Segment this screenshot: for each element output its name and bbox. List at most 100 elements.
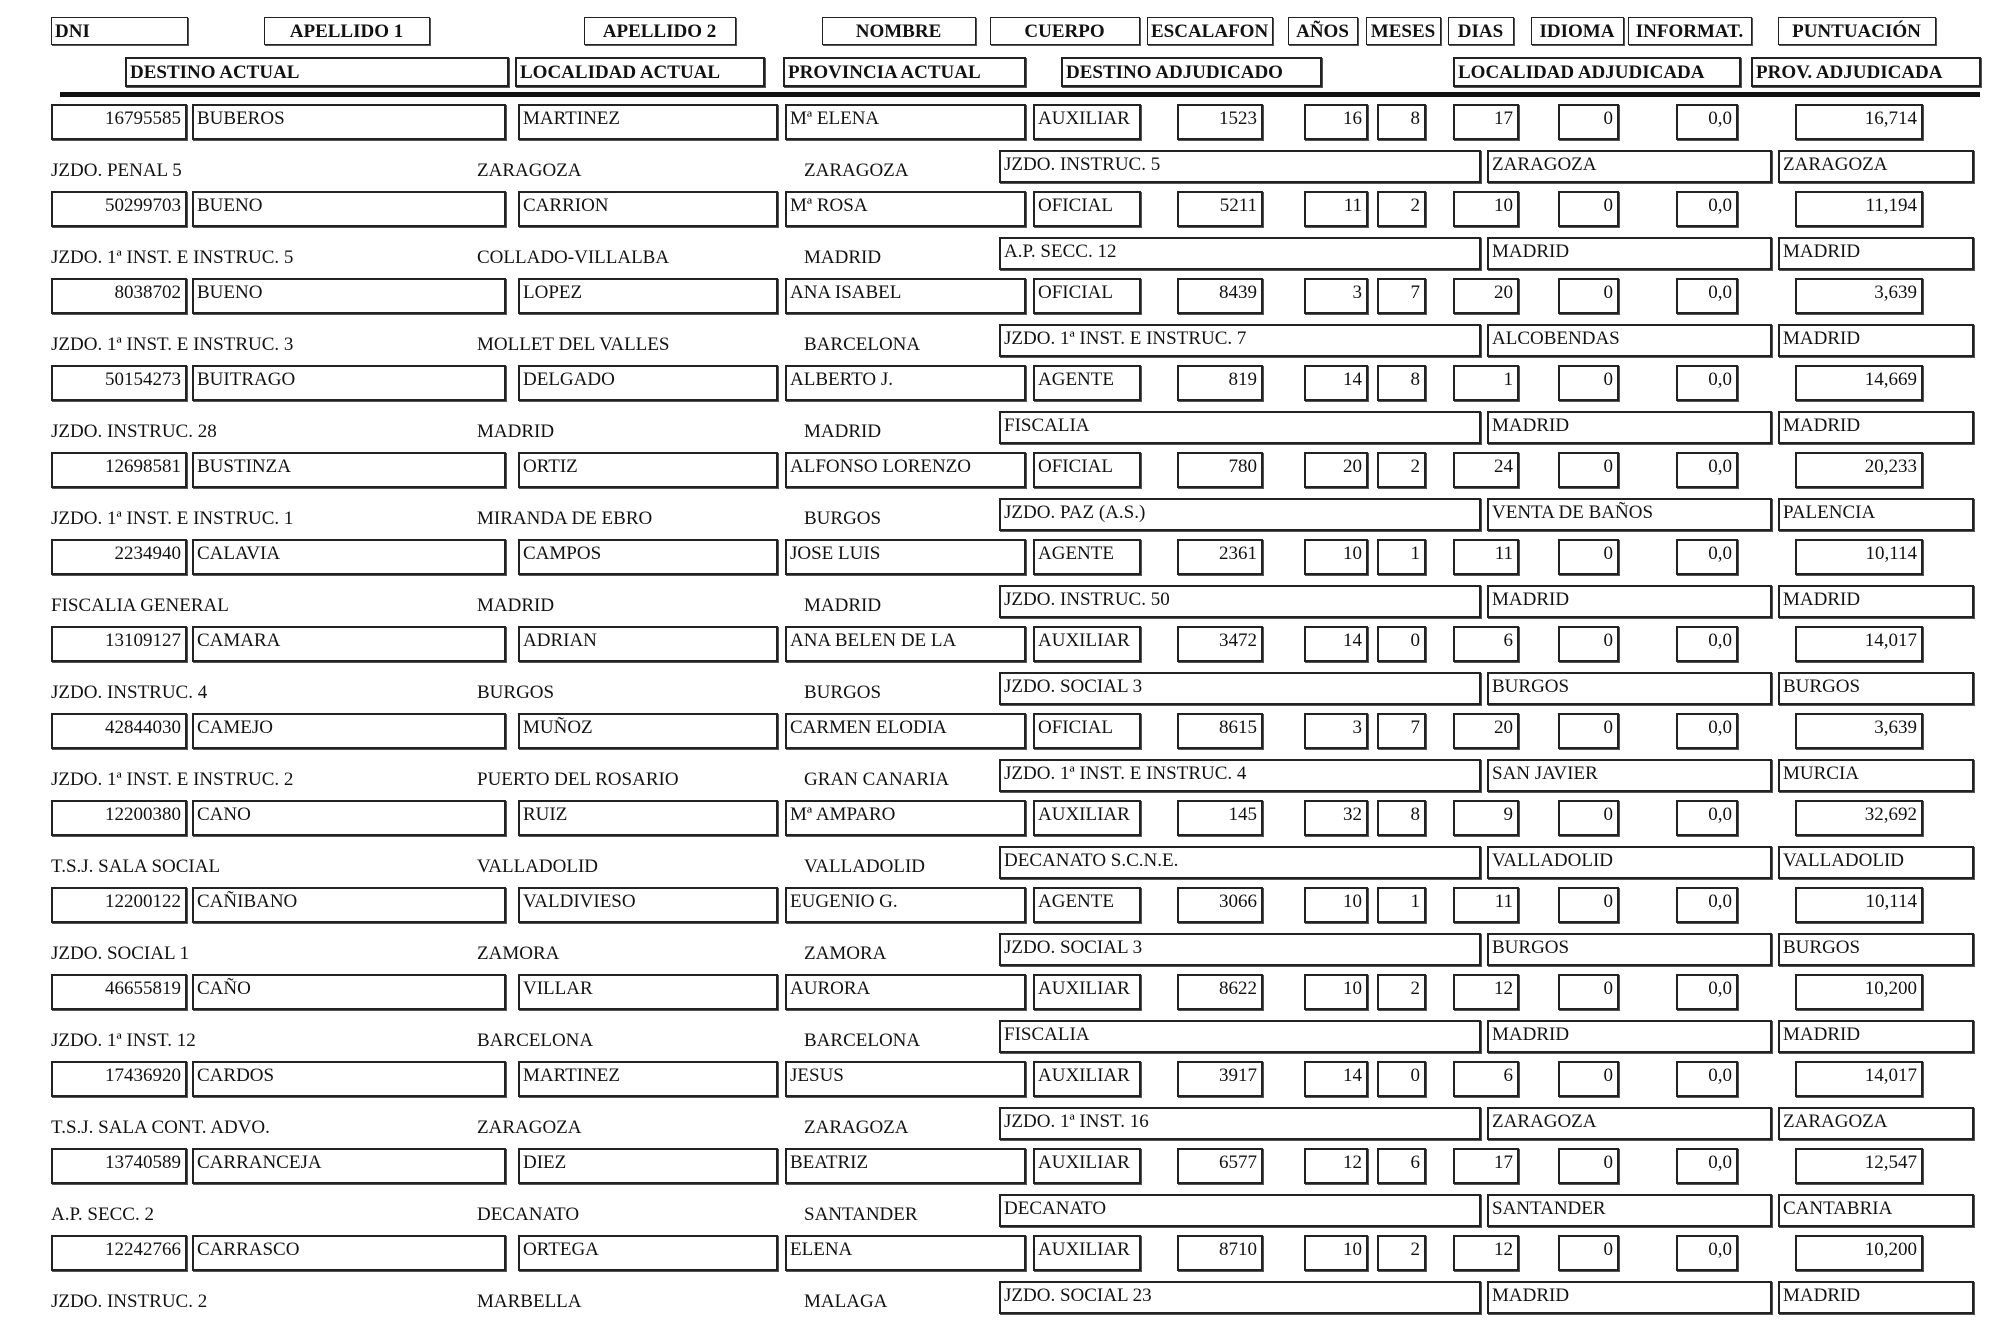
column-header: DIAS xyxy=(1448,17,1514,45)
record-prov-adjudicada: MURCIA xyxy=(1778,759,1974,792)
record-informat: 0,0 xyxy=(1676,278,1738,314)
record-escalafon: 8710 xyxy=(1177,1235,1263,1271)
record-localidad-actual: BARCELONA xyxy=(477,1030,594,1051)
record-meses: 0 xyxy=(1377,626,1426,662)
record-apellido2: CARRION xyxy=(518,191,778,227)
record-destino-adjudicado: JZDO. INSTRUC. 5 xyxy=(999,150,1481,183)
record-apellido2: MARTINEZ xyxy=(518,1061,778,1097)
record-destino-adjudicado: JZDO. 1ª INST. E INSTRUC. 4 xyxy=(999,759,1481,792)
record-escalafon: 8622 xyxy=(1177,974,1263,1010)
column-header: PROV. ADJUDICADA xyxy=(1751,57,1981,87)
record-idioma: 0 xyxy=(1558,1235,1619,1271)
record-anos: 14 xyxy=(1304,365,1368,401)
record-localidad-actual: VALLADOLID xyxy=(477,856,599,877)
record-meses: 2 xyxy=(1377,974,1426,1010)
record-dni: 13109127 xyxy=(51,626,187,662)
record-destino-adjudicado: A.P. SECC. 12 xyxy=(999,237,1481,270)
record-informat: 0,0 xyxy=(1676,1148,1738,1184)
record-nombre: JESUS xyxy=(785,1061,1026,1097)
record-destino-actual: JZDO. INSTRUC. 2 xyxy=(51,1291,208,1312)
record-anos: 10 xyxy=(1304,887,1368,923)
record-destino-adjudicado: FISCALIA xyxy=(999,1020,1481,1053)
record-dni: 12200380 xyxy=(51,800,187,836)
record-cuerpo: OFICIAL xyxy=(1033,278,1141,314)
record-cuerpo: AGENTE xyxy=(1033,365,1141,401)
record-meses: 0 xyxy=(1377,1061,1426,1097)
record-anos: 11 xyxy=(1304,191,1368,227)
record-destino-actual: JZDO. 1ª INST. E INSTRUC. 1 xyxy=(51,508,294,529)
record-informat: 0,0 xyxy=(1676,974,1738,1010)
record-provincia-actual: ZAMORA xyxy=(804,943,887,964)
record-apellido1: BUENO xyxy=(192,278,506,314)
column-header: DESTINO ACTUAL xyxy=(125,57,509,87)
record-meses: 7 xyxy=(1377,713,1426,749)
column-header: MESES xyxy=(1366,17,1441,45)
record-apellido1: CAMEJO xyxy=(192,713,506,749)
record-escalafon: 3917 xyxy=(1177,1061,1263,1097)
record-nombre: Mª AMPARO xyxy=(785,800,1026,836)
record-puntuacion: 16,714 xyxy=(1795,104,1923,140)
record-meses: 6 xyxy=(1377,1148,1426,1184)
record-dni: 50299703 xyxy=(51,191,187,227)
record-escalafon: 145 xyxy=(1177,800,1263,836)
record-dias: 10 xyxy=(1453,191,1519,227)
record-nombre: Mª ROSA xyxy=(785,191,1026,227)
record-nombre: ALFONSO LORENZO xyxy=(785,452,1026,488)
record-dias: 11 xyxy=(1453,887,1519,923)
record-provincia-actual: BURGOS xyxy=(804,682,882,703)
record-localidad-adjudicada: MADRID xyxy=(1487,1281,1772,1314)
record-dias: 20 xyxy=(1453,278,1519,314)
record-anos: 10 xyxy=(1304,539,1368,575)
record-apellido2: VALDIVIESO xyxy=(518,887,778,923)
record-nombre: ALBERTO J. xyxy=(785,365,1026,401)
record-dias: 12 xyxy=(1453,974,1519,1010)
record-localidad-adjudicada: MADRID xyxy=(1487,237,1772,270)
record-puntuacion: 20,233 xyxy=(1795,452,1923,488)
record-dias: 1 xyxy=(1453,365,1519,401)
record-puntuacion: 10,114 xyxy=(1795,539,1923,575)
record-idioma: 0 xyxy=(1558,1148,1619,1184)
record-informat: 0,0 xyxy=(1676,104,1738,140)
record-apellido2: MARTINEZ xyxy=(518,104,778,140)
record-destino-actual: T.S.J. SALA CONT. ADVO. xyxy=(51,1117,270,1138)
column-header: PROVINCIA ACTUAL xyxy=(783,57,1026,87)
column-header: INFORMAT. xyxy=(1628,17,1752,45)
record-provincia-actual: MADRID xyxy=(804,421,882,442)
record-escalafon: 6577 xyxy=(1177,1148,1263,1184)
record-provincia-actual: VALLADOLID xyxy=(804,856,926,877)
record-dni: 50154273 xyxy=(51,365,187,401)
record-idioma: 0 xyxy=(1558,713,1619,749)
record-localidad-adjudicada: SAN JAVIER xyxy=(1487,759,1772,792)
record-meses: 8 xyxy=(1377,800,1426,836)
record-prov-adjudicada: MADRID xyxy=(1778,1020,1974,1053)
record-destino-actual: A.P. SECC. 2 xyxy=(51,1204,154,1225)
record-nombre: ELENA xyxy=(785,1235,1026,1271)
record-anos: 3 xyxy=(1304,713,1368,749)
record-apellido1: BUBEROS xyxy=(192,104,506,140)
record-destino-actual: JZDO. 1ª INST. E INSTRUC. 2 xyxy=(51,769,294,790)
record-apellido1: BUITRAGO xyxy=(192,365,506,401)
record-destino-adjudicado: DECANATO S.C.N.E. xyxy=(999,846,1481,879)
record-meses: 2 xyxy=(1377,191,1426,227)
record-idioma: 0 xyxy=(1558,365,1619,401)
record-localidad-actual: COLLADO-VILLALBA xyxy=(477,247,670,268)
record-destino-adjudicado: JZDO. SOCIAL 23 xyxy=(999,1281,1481,1314)
record-meses: 1 xyxy=(1377,887,1426,923)
record-dni: 12698581 xyxy=(51,452,187,488)
record-destino-actual: T.S.J. SALA SOCIAL xyxy=(51,856,221,877)
record-cuerpo: OFICIAL xyxy=(1033,452,1141,488)
record-puntuacion: 3,639 xyxy=(1795,278,1923,314)
record-apellido1: CALAVIA xyxy=(192,539,506,575)
record-idioma: 0 xyxy=(1558,800,1619,836)
record-dias: 20 xyxy=(1453,713,1519,749)
record-escalafon: 2361 xyxy=(1177,539,1263,575)
record-informat: 0,0 xyxy=(1676,539,1738,575)
record-apellido1: CAMARA xyxy=(192,626,506,662)
record-provincia-actual: BURGOS xyxy=(804,508,882,529)
record-escalafon: 819 xyxy=(1177,365,1263,401)
record-idioma: 0 xyxy=(1558,1061,1619,1097)
record-informat: 0,0 xyxy=(1676,452,1738,488)
record-anos: 20 xyxy=(1304,452,1368,488)
record-apellido1: CAÑO xyxy=(192,974,506,1010)
record-apellido2: ORTEGA xyxy=(518,1235,778,1271)
